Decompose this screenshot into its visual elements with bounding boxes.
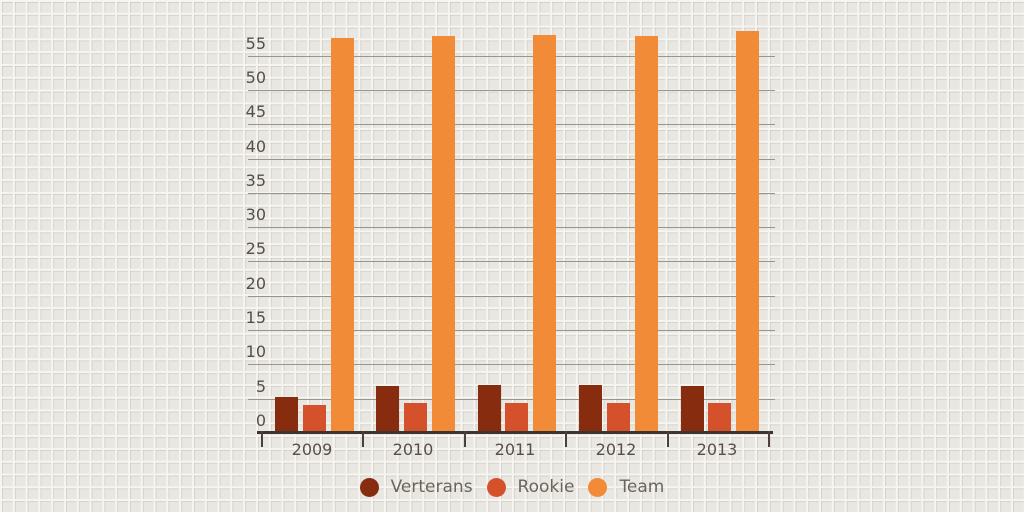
bar-verterans-2011 [478,385,501,433]
bar-verterans-2010 [376,386,399,433]
bar-rookie-2011 [505,403,528,433]
y-tick-label-35: 35 [245,171,266,190]
gridline-10 [248,364,775,365]
legend-label-verterans: Verterans [390,477,473,497]
gridline-45 [248,124,775,125]
bar-rookie-2013 [708,403,731,433]
legend-item-team: Team [588,477,664,497]
legend-swatch-verterans [359,477,379,497]
y-tick-label-10: 10 [245,342,266,361]
gridline-40 [248,159,775,160]
x-tick-label-2011: 2011 [494,440,536,459]
x-tick-label-2013: 2013 [696,440,738,459]
y-tick-label-5: 5 [255,377,266,396]
bar-team-2011 [533,35,556,433]
gridline-35 [248,193,775,194]
y-tick-label-0: 0 [255,411,266,430]
bar-team-2013 [736,31,759,433]
y-tick-label-15: 15 [245,308,266,327]
bar-verterans-2013 [681,386,704,433]
bar-team-2012 [635,36,658,433]
bar-verterans-2009 [275,397,298,433]
x-tick-label-2009: 2009 [291,440,333,459]
x-tick-label-2012: 2012 [595,440,637,459]
legend-label-team: Team [619,477,665,497]
x-axis-line [257,431,773,434]
y-tick-label-20: 20 [245,274,266,293]
y-tick-label-50: 50 [245,68,266,87]
bar-rookie-2009 [303,405,326,433]
y-tick-label-25: 25 [245,239,266,258]
y-tick-label-30: 30 [245,205,266,224]
bar-verterans-2012 [579,385,602,433]
gridline-25 [248,261,775,262]
legend-swatch-rookie [486,477,506,497]
x-tick-label-2010: 2010 [392,440,434,459]
bar-rookie-2010 [404,403,427,433]
y-tick-label-40: 40 [245,137,266,156]
x-axis-tick [362,431,364,447]
bar-team-2010 [432,36,455,433]
legend-item-verterans: Verterans [359,477,473,497]
legend-item-rookie: Rookie [486,477,575,497]
x-axis-tick [464,431,466,447]
gridline-15 [248,330,775,331]
gridline-55 [248,56,775,57]
x-axis-tick [261,431,263,447]
y-tick-label-45: 45 [245,102,266,121]
gridline-5 [248,399,775,400]
gridline-50 [248,90,775,91]
x-axis-tick [768,431,770,447]
legend-swatch-team [588,477,608,497]
x-axis-tick [667,431,669,447]
bar-team-2009 [331,38,354,433]
y-tick-label-55: 55 [245,34,266,53]
x-axis-tick [565,431,567,447]
gridline-30 [248,227,775,228]
gridline-20 [248,296,775,297]
bar-rookie-2012 [607,403,630,433]
legend: Verterans Rookie Team [0,477,1024,497]
legend-label-rookie: Rookie [517,477,575,497]
